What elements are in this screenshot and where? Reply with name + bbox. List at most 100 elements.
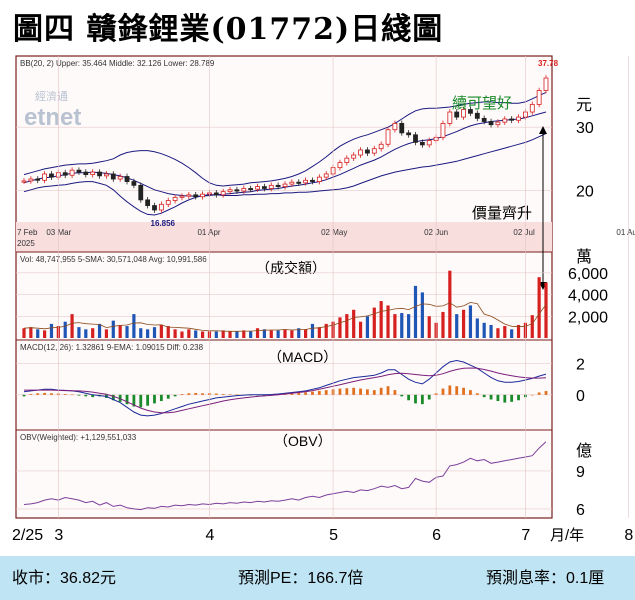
volume-bar (262, 329, 266, 338)
macd-hist-bar (407, 394, 411, 401)
candle (234, 189, 240, 192)
volume-bar (496, 328, 500, 338)
candle (406, 132, 412, 136)
candle (124, 176, 130, 182)
macd-hist-bar (201, 393, 204, 395)
month-label: 2/25 (12, 527, 43, 544)
candle (481, 117, 487, 122)
bb-lower (23, 133, 547, 216)
macd-hist-bar (132, 394, 136, 407)
month-label: 5 (329, 527, 338, 544)
volume-bar (255, 328, 260, 338)
candle (21, 180, 27, 183)
candle (358, 149, 363, 156)
candle (419, 141, 425, 146)
obv-title: （OBV） (274, 433, 332, 449)
date-label: 01 Aug (616, 228, 635, 237)
candle (138, 184, 144, 201)
volume-bar (70, 314, 74, 338)
macd-hist-bar (530, 394, 534, 396)
macd-hist-bar (77, 394, 81, 396)
candle (179, 195, 185, 198)
volume-bar (489, 324, 493, 338)
macd-hist-bar (414, 394, 417, 404)
volume-bar (166, 326, 170, 338)
macd-hist-bar (462, 387, 465, 395)
candle (378, 143, 384, 150)
vol-tick-2: 6,000 (568, 266, 608, 283)
volume-bar (290, 330, 294, 338)
candle (213, 192, 219, 196)
price-tick-0: 20 (576, 183, 594, 200)
volume-bar (63, 321, 67, 338)
obv-tick-0: 6 (576, 502, 585, 519)
macd-hist-bar (420, 394, 424, 405)
macd-hist-bar (159, 394, 163, 402)
candle (104, 173, 109, 177)
volume-bar (448, 270, 452, 338)
macd-hist-bar (180, 394, 184, 395)
candle (461, 109, 466, 118)
macd-hist-bar (544, 391, 548, 395)
macd-hist-bar (111, 394, 115, 401)
candle (474, 112, 480, 119)
volume-bar (537, 277, 541, 338)
macd-title: （MACD） (268, 349, 337, 365)
title-bar: 圖四 贛鋒鋰業(01772)日綫圖 (0, 0, 635, 50)
candle (241, 188, 247, 192)
candle (426, 140, 432, 146)
candle (28, 178, 34, 182)
macd-hist-bar (228, 394, 232, 395)
candle (42, 173, 48, 181)
volume-bar (345, 314, 349, 338)
macd-hist-bar (311, 391, 314, 395)
volume-bar (77, 327, 81, 338)
candle (193, 194, 199, 198)
volume-bar (324, 323, 328, 338)
macd-hist-bar (324, 390, 328, 395)
candle (502, 118, 508, 123)
axis-unit: 月/年 (550, 527, 584, 544)
macd-hist-bar (366, 389, 369, 395)
macd-tick-1: 2 (576, 357, 585, 374)
volume-bar (317, 327, 321, 338)
volume-bar (214, 331, 218, 338)
macd-hist-bar (503, 394, 507, 403)
candle (131, 181, 137, 186)
candle (227, 189, 233, 193)
macd-hist-bar (359, 388, 362, 395)
macd-hist-bar (489, 394, 493, 400)
candle (399, 123, 405, 134)
watermark-etnet: etnet (24, 104, 81, 131)
volume-bar (173, 329, 177, 338)
volume-bar (510, 329, 514, 338)
macd-hist-bar (125, 394, 129, 405)
macd-hist-bar (187, 393, 191, 395)
volume-bar (413, 285, 418, 338)
bb-upper (23, 91, 547, 187)
obv-line (23, 441, 547, 511)
candle (261, 186, 267, 189)
candle (468, 109, 473, 114)
candle (413, 134, 418, 143)
macd-hist-bar (427, 394, 431, 400)
vol-tick-1: 4,000 (568, 288, 608, 305)
volume-bar (338, 317, 342, 338)
month-label: 3 (54, 527, 63, 544)
macd-hist-bar (194, 392, 198, 395)
volume-bar (159, 324, 163, 338)
candle (516, 116, 521, 121)
volume-bar (475, 318, 479, 338)
volume-bar (482, 322, 486, 338)
candle (62, 172, 68, 176)
macd-hist-bar (372, 390, 376, 395)
forecast-pe: 預測PE：166.7倍 (238, 570, 364, 587)
volume-bar (29, 327, 33, 338)
candle (337, 162, 343, 169)
macd-hist-bar (345, 388, 349, 395)
month-label: 6 (432, 527, 441, 544)
macd-hist-bar (400, 394, 404, 397)
volume-bar (386, 305, 390, 338)
macd-hist-bar (469, 390, 472, 395)
volume-bar (365, 316, 370, 338)
